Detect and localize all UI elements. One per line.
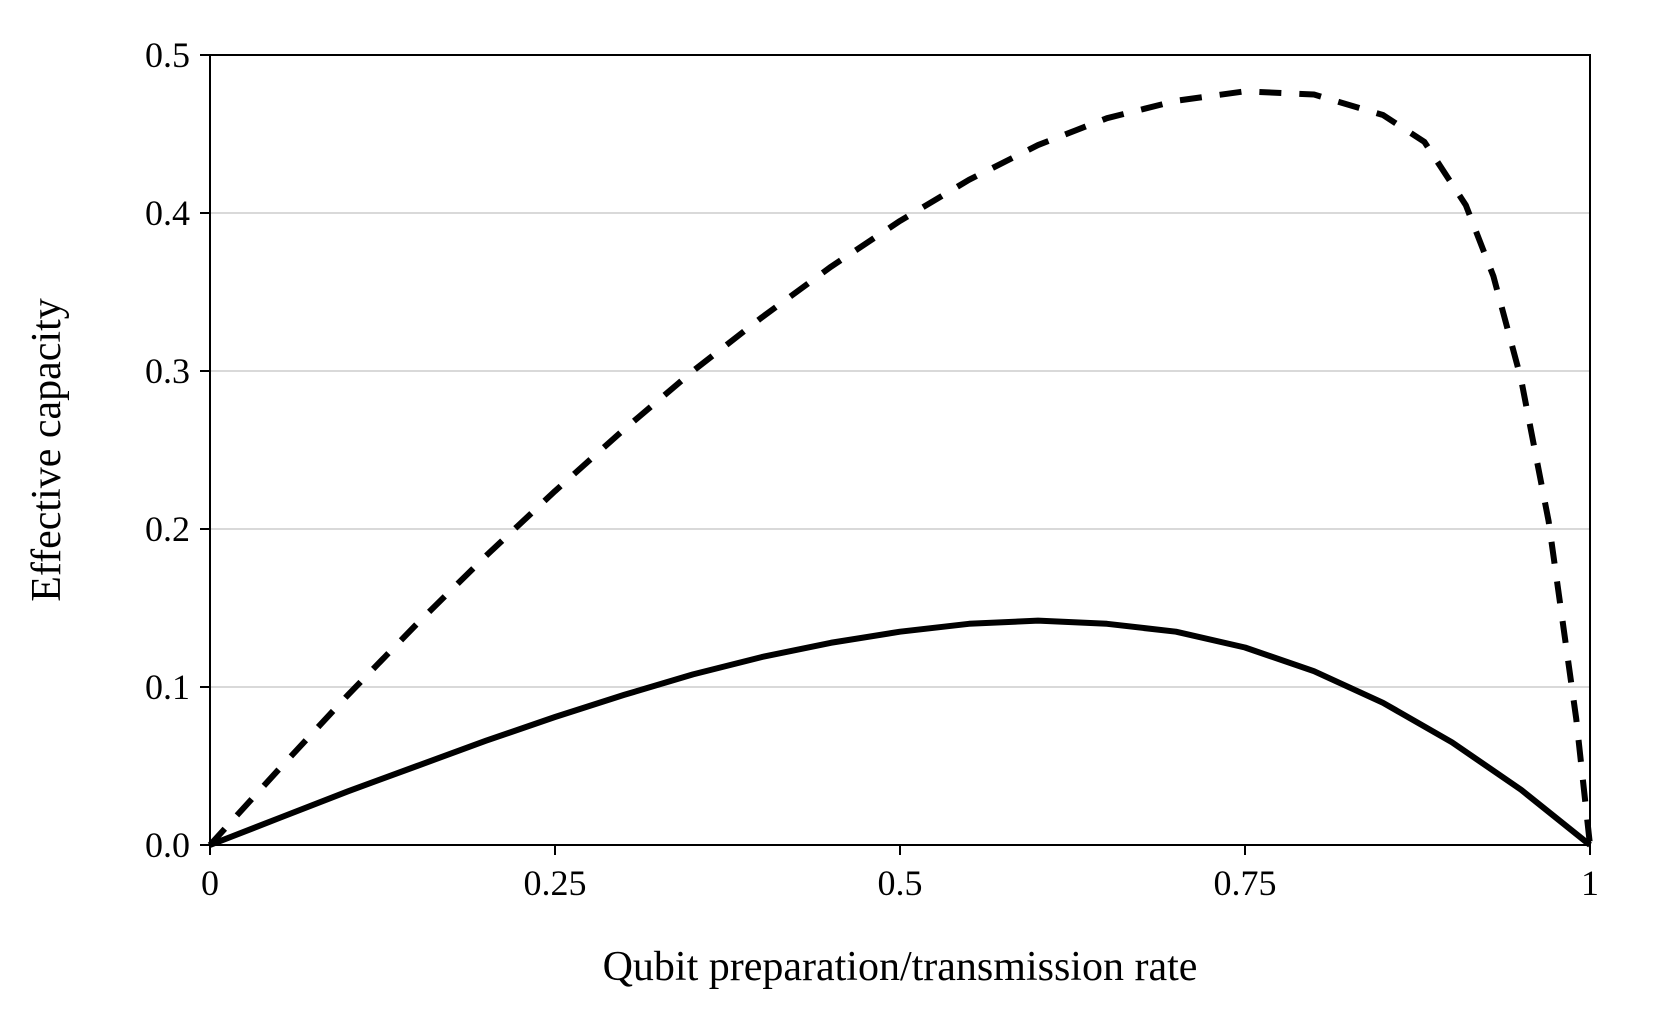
x-axis-label: Qubit preparation/transmission rate <box>603 944 1198 990</box>
y-tick-label: 0.0 <box>145 825 190 865</box>
y-tick-label: 0.2 <box>145 509 190 549</box>
y-tick-label: 0.4 <box>145 193 190 233</box>
chart-container: 0 0.25 0.5 0.75 1 0.0 0.1 0.2 0.3 0.4 0.5 Qubit pre… <box>0 0 1667 1031</box>
x-tick-label: 1 <box>1581 863 1599 903</box>
x-tick-label: 0.25 <box>524 863 587 903</box>
y-tick-label: 0.3 <box>145 351 190 391</box>
y-axis-label: Effective capacity <box>24 298 70 602</box>
x-tick-label: 0.75 <box>1214 863 1277 903</box>
x-tick-label: 0 <box>201 863 219 903</box>
line-chart: 0 0.25 0.5 0.75 1 0.0 0.1 0.2 0.3 0.4 0.5 Qubit pre… <box>0 0 1667 1031</box>
y-tick-label: 0.1 <box>145 667 190 707</box>
y-tick-label: 0.5 <box>145 35 190 75</box>
x-tick-label: 0.5 <box>878 863 923 903</box>
